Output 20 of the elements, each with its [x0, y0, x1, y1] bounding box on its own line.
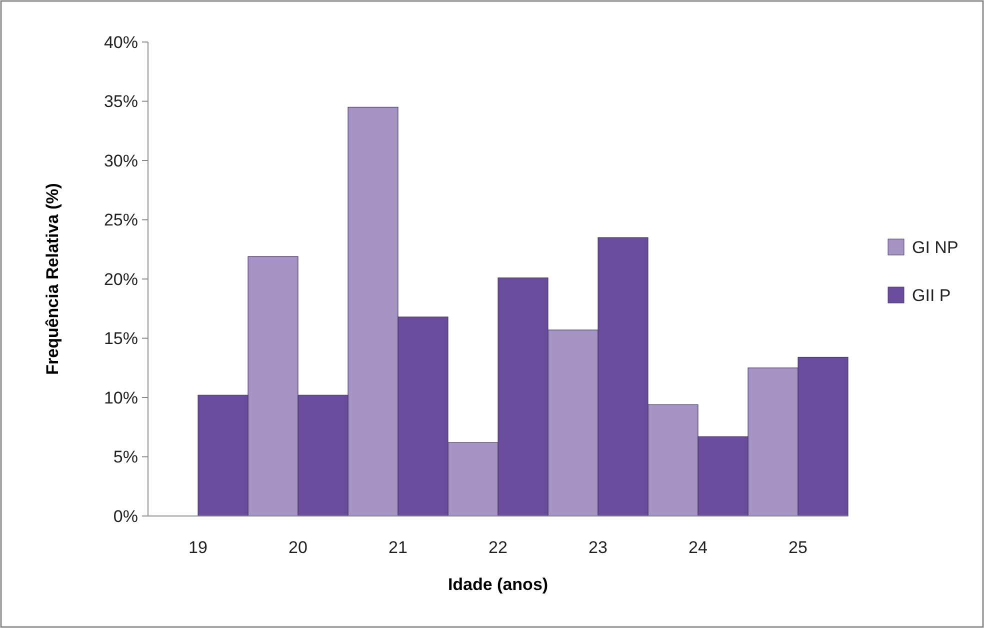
y-tick-label: 30%	[104, 151, 138, 170]
y-tick-label: 10%	[104, 388, 138, 408]
y-tick-label: 5%	[113, 448, 138, 467]
x-tick-label: 23	[588, 538, 608, 557]
y-tick-label: 25%	[104, 210, 138, 230]
legend-label: GI NP	[912, 238, 958, 257]
x-tick-label: 19	[188, 538, 208, 557]
y-tick-label: 15%	[104, 329, 138, 348]
x-axis-title: Idade (anos)	[448, 575, 548, 594]
y-axis-title: Frequência Relativa (%)	[43, 183, 62, 375]
y-tick-label: 20%	[104, 270, 138, 289]
x-tick-label: 21	[388, 538, 408, 557]
x-tick-label: 24	[688, 538, 708, 557]
legend-label: GII P	[912, 286, 951, 305]
x-tick-label: 20	[288, 538, 308, 557]
x-tick-label: 22	[488, 538, 508, 557]
y-tick-label: 35%	[104, 92, 138, 112]
x-tick-label: 25	[788, 538, 808, 557]
y-tick-label: 0%	[113, 506, 138, 526]
y-tick-label: 40%	[104, 32, 138, 52]
